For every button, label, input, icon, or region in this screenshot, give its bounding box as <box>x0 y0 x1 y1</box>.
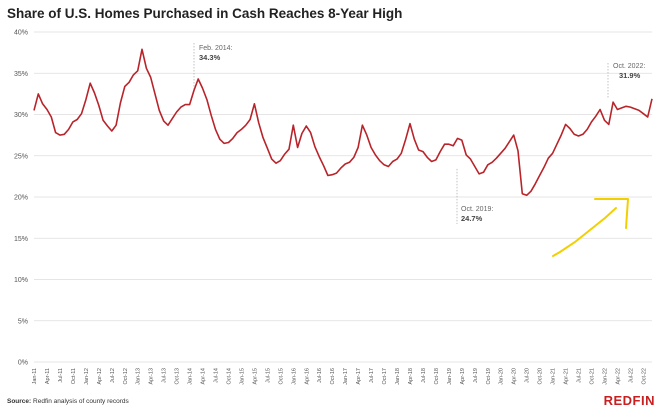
series-line <box>33 48 653 197</box>
y-tick-label: 0% <box>18 360 28 367</box>
x-tick-label: Jan-12 <box>84 368 90 385</box>
x-tick-label: Oct-22 <box>641 368 647 385</box>
x-tick-label: Oct-13 <box>175 368 181 385</box>
x-tick-label: Jul-18 <box>421 368 427 383</box>
x-tick-label: Jan-13 <box>136 368 142 385</box>
x-tick-label: Jan-14 <box>188 368 194 385</box>
x-tick-label: Apr-16 <box>304 368 310 385</box>
x-tick-label: Jul-20 <box>525 368 531 383</box>
annotation-label-oct-2019: Oct. 2019: <box>461 206 493 213</box>
x-tick-label: Apr-13 <box>149 368 155 385</box>
grid-lines <box>34 31 652 363</box>
source-label: Source: <box>7 398 32 405</box>
x-tick-label: Apr-17 <box>356 368 362 385</box>
x-tick-label: Jul-17 <box>369 368 375 383</box>
y-tick-label: 5% <box>18 318 28 325</box>
x-tick-label: Jul-15 <box>265 368 271 383</box>
x-tick-label: Oct-14 <box>226 368 232 385</box>
x-tick-label: Apr-15 <box>252 368 258 385</box>
source-note: Source: Redfin analysis of county record… <box>7 398 129 405</box>
x-tick-label: Jul-21 <box>577 368 583 383</box>
annotation-value-feb-2014: 34.3% <box>199 53 221 62</box>
x-tick-label: Jan-18 <box>395 368 401 385</box>
annotations: Feb. 2014: 34.3% Oct. 2019: 24.7% Oct. 2… <box>199 45 645 223</box>
x-tick-label: Jul-11 <box>58 368 64 383</box>
x-axis: Jan-11 Apr-11 Jul-11 Oct-11 Jan-12 Apr-12 Jul-… <box>32 368 647 385</box>
x-tick-label: Oct-16 <box>330 368 336 385</box>
y-tick-label: 20% <box>14 195 28 202</box>
x-tick-label: Apr-18 <box>408 368 414 385</box>
x-tick-label: Apr-21 <box>564 368 570 385</box>
x-tick-label: Oct-15 <box>278 368 284 385</box>
yellow-arrow-icon <box>552 198 629 257</box>
x-tick-label: Jan-20 <box>499 368 505 385</box>
source-text: Redfin analysis of county records <box>33 398 129 405</box>
annotation-label-feb-2014: Feb. 2014: <box>199 45 233 52</box>
annotation-label-oct-2022: Oct. 2022: <box>613 63 645 70</box>
x-tick-label: Jul-12 <box>110 368 116 383</box>
x-tick-label: Oct-18 <box>434 368 440 385</box>
y-tick-label: 35% <box>14 71 28 78</box>
x-tick-label: Jan-15 <box>239 368 245 385</box>
x-tick-label: Jan-17 <box>343 368 349 385</box>
annotation-value-oct-2022: 31.9% <box>619 71 641 80</box>
y-tick-label: 30% <box>14 112 28 119</box>
x-tick-label: Apr-20 <box>512 368 518 385</box>
y-axis: 0% 5% 10% 15% 20% 25% 30% 35% 40% <box>14 30 28 367</box>
y-tick-label: 25% <box>14 153 28 160</box>
x-tick-label: Oct-19 <box>486 368 492 385</box>
x-tick-label: Jul-19 <box>473 368 479 383</box>
y-tick-label: 15% <box>14 236 28 243</box>
chart-title: Share of U.S. Homes Purchased in Cash Re… <box>7 6 403 21</box>
x-tick-label: Jul-16 <box>317 368 323 383</box>
x-tick-label: Jul-14 <box>214 368 220 383</box>
y-tick-label: 10% <box>14 277 28 284</box>
x-tick-label: Oct-20 <box>538 368 544 385</box>
x-tick-label: Jan-11 <box>32 368 38 384</box>
x-tick-label: Oct-17 <box>382 368 388 385</box>
x-tick-label: Jan-22 <box>602 368 608 385</box>
x-tick-label: Apr-12 <box>97 368 103 385</box>
x-tick-label: Jan-21 <box>551 368 557 385</box>
x-tick-label: Apr-11 <box>45 368 51 384</box>
x-tick-label: Jul-13 <box>162 368 168 383</box>
x-tick-label: Apr-19 <box>460 368 466 385</box>
y-tick-label: 40% <box>14 30 28 37</box>
x-tick-label: Apr-22 <box>615 368 621 385</box>
annotation-value-oct-2019: 24.7% <box>461 214 483 223</box>
x-tick-label: Oct-11 <box>71 368 77 384</box>
x-tick-label: Jan-19 <box>447 368 453 385</box>
x-tick-label: Oct-12 <box>123 368 129 385</box>
x-tick-label: Apr-14 <box>201 368 207 385</box>
x-tick-label: Jan-16 <box>291 368 297 385</box>
x-tick-label: Oct-21 <box>589 368 595 385</box>
redfin-logo: REDFIN <box>603 393 655 408</box>
annotation-leaders <box>193 43 609 224</box>
x-tick-label: Jul-22 <box>628 368 634 383</box>
